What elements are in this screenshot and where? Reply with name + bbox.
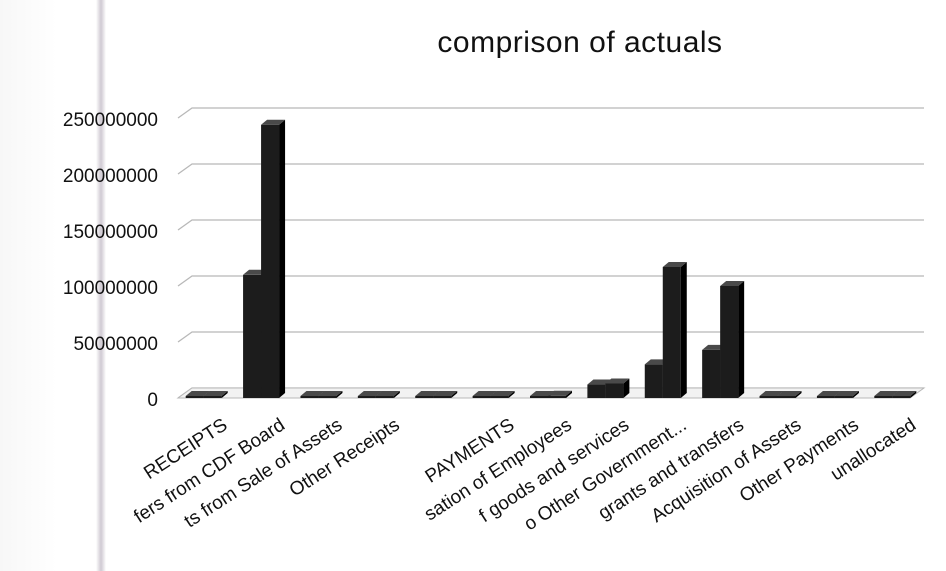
bar	[892, 391, 917, 398]
grid-layer	[176, 107, 926, 399]
gridline	[177, 331, 924, 343]
bar	[720, 281, 745, 398]
bar	[375, 391, 400, 398]
y-tick-label: 0	[147, 390, 158, 411]
bar	[318, 391, 343, 398]
chart-title: comprison of actuals	[437, 26, 723, 59]
bar	[433, 391, 458, 398]
bar	[834, 391, 859, 398]
y-tick-label: 200000000	[63, 166, 158, 187]
bar	[548, 390, 572, 398]
bar	[261, 119, 286, 398]
y-tick-label: 50000000	[73, 334, 158, 355]
bars-layer	[185, 119, 917, 398]
gridline	[177, 219, 924, 231]
bar	[490, 391, 515, 398]
bar	[605, 378, 630, 398]
scan-artifact	[96, 0, 106, 571]
bar	[662, 261, 687, 398]
y-tick-label: 150000000	[63, 222, 158, 243]
y-tick-label: 100000000	[63, 278, 158, 299]
gridline	[177, 275, 924, 287]
gridline	[177, 163, 924, 175]
gridline	[177, 107, 924, 119]
y-axis: 0 50000000 100000000 150000000 200000000 2500…	[63, 110, 158, 411]
y-tick-label: 250000000	[63, 110, 158, 131]
bar	[203, 391, 228, 398]
bar	[777, 391, 802, 398]
